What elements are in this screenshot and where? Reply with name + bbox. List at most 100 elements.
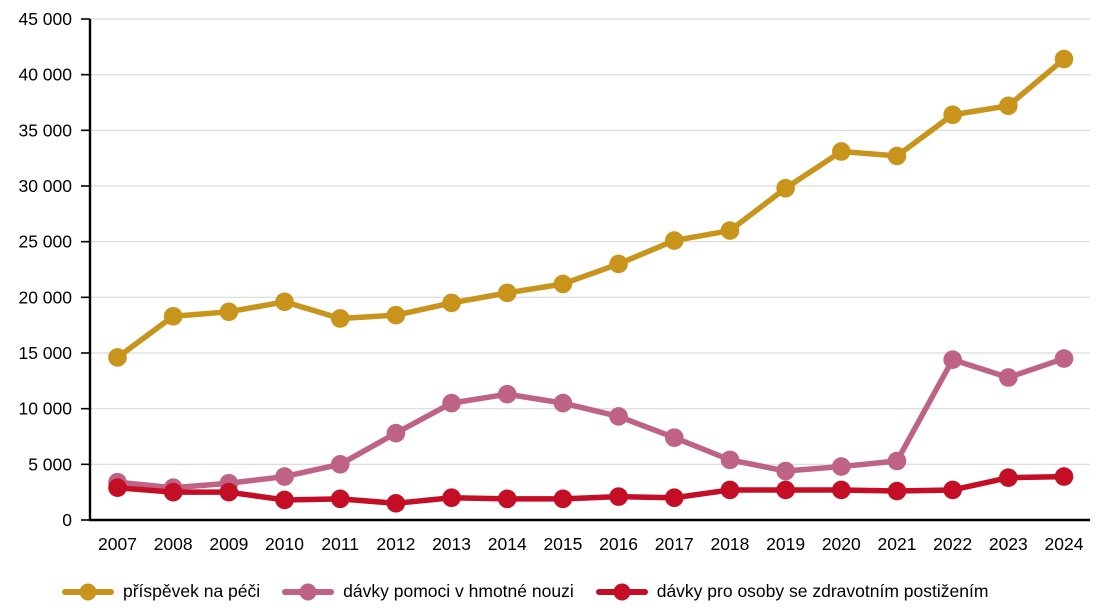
data-point: [219, 482, 239, 502]
legend-item-prispevek-na-peci: příspěvek na péči: [62, 583, 260, 601]
chart-legend: příspěvek na péči dávky pomoci v hmotné …: [62, 578, 988, 606]
legend-label: příspěvek na péči: [123, 581, 261, 602]
x-tick-label: 2007: [98, 534, 137, 554]
data-point: [219, 302, 239, 322]
data-point: [386, 305, 406, 325]
data-point: [275, 467, 294, 486]
y-tick-label: 40 000: [18, 65, 72, 85]
legend-marker-icon: [62, 583, 114, 601]
data-point: [943, 480, 962, 500]
data-point: [108, 348, 127, 367]
data-point: [275, 292, 294, 312]
x-tick-label: 2021: [878, 534, 917, 554]
data-point: [1054, 349, 1074, 368]
data-point: [1054, 49, 1074, 69]
series-2: [108, 467, 1074, 513]
legend-label: dávky pro osoby se zdravotním postižením: [656, 581, 989, 602]
legend-dot-icon: [613, 583, 631, 601]
data-point: [887, 481, 907, 501]
y-tick-label: 15 000: [18, 343, 72, 363]
x-tick-label: 2008: [154, 534, 193, 554]
data-point: [497, 489, 517, 509]
data-point: [609, 487, 628, 506]
data-point: [831, 457, 851, 476]
x-tick-label: 2022: [933, 534, 972, 554]
data-point: [664, 488, 684, 508]
data-point: [553, 489, 573, 509]
data-point: [553, 274, 573, 294]
data-point: [776, 178, 795, 198]
data-point: [609, 254, 628, 274]
data-point: [664, 428, 684, 447]
y-tick-label: 35 000: [18, 120, 72, 140]
x-tick-label: 2020: [822, 534, 861, 554]
data-point: [386, 423, 406, 443]
legend-marker-icon: [595, 583, 648, 601]
data-point: [386, 494, 406, 513]
y-tick-label: 10 000: [18, 399, 72, 419]
y-tick-label: 5 000: [28, 454, 72, 474]
x-tick-label: 2009: [209, 534, 248, 554]
data-point: [442, 488, 461, 508]
x-tick-label: 2012: [376, 534, 415, 554]
x-tick-label: 2024: [1045, 534, 1084, 554]
legend-item-davky-ozp: dávky pro osoby se zdravotním postižením: [595, 581, 989, 602]
data-point: [163, 482, 183, 502]
data-point: [442, 393, 461, 413]
series-line: [114, 355, 1067, 491]
axes: [81, 18, 1090, 522]
data-point: [999, 368, 1018, 387]
data-point: [108, 478, 127, 498]
data-point: [720, 221, 740, 240]
x-tick-label: 2018: [710, 534, 749, 554]
x-tick-label: 2013: [432, 534, 471, 554]
legend-dot-icon: [79, 583, 97, 601]
data-point: [887, 451, 907, 471]
y-tick-label: 0: [62, 510, 72, 530]
x-tick-label: 2011: [321, 534, 359, 554]
data-point: [831, 480, 851, 500]
data-point: [609, 407, 628, 426]
data-point: [330, 309, 350, 328]
data-point: [720, 450, 740, 470]
x-tick-label: 2015: [543, 534, 582, 554]
data-point: [776, 461, 795, 481]
data-point: [943, 105, 962, 125]
data-point: [553, 393, 573, 413]
data-point: [163, 306, 183, 326]
data-point: [330, 455, 350, 474]
series-line: [114, 56, 1067, 361]
data-point: [497, 384, 517, 404]
series-0: [108, 49, 1074, 367]
legend-label: dávky pomoci v hmotné nouzi: [343, 581, 574, 602]
y-axis-labels: 0 5 000 10 000 15 000 20 000 25 000 30 000 35 0…: [18, 9, 72, 530]
x-tick-label: 2017: [655, 534, 694, 554]
data-point: [887, 146, 907, 166]
legend-item-davky-hmotna-nouze: dávky pomoci v hmotné nouzi: [282, 583, 574, 601]
x-tick-label: 2019: [766, 534, 805, 554]
y-tick-label: 25 000: [18, 232, 72, 252]
y-tick-label: 30 000: [18, 176, 72, 196]
series-1: [108, 349, 1074, 498]
data-point: [497, 283, 517, 303]
x-tick-label: 2014: [488, 534, 527, 554]
x-axis-labels: 2007 2008 2009 2010 2011 2012 2013 2014 2015 2016…: [98, 534, 1084, 554]
data-point: [831, 142, 851, 161]
data-point: [664, 231, 684, 250]
data-point: [776, 480, 795, 500]
legend-dot-icon: [299, 583, 317, 601]
x-tick-label: 2016: [599, 534, 638, 554]
grid-lines: [90, 18, 1090, 465]
data-point: [720, 480, 740, 500]
data-point: [999, 96, 1018, 116]
data-point: [442, 293, 461, 313]
data-point: [330, 489, 350, 509]
data-point: [275, 490, 294, 510]
data-point: [943, 350, 962, 369]
legend-marker-icon: [282, 583, 335, 601]
x-tick-label: 2023: [989, 534, 1028, 554]
y-tick-label: 45 000: [18, 9, 72, 29]
data-point: [1054, 467, 1074, 486]
